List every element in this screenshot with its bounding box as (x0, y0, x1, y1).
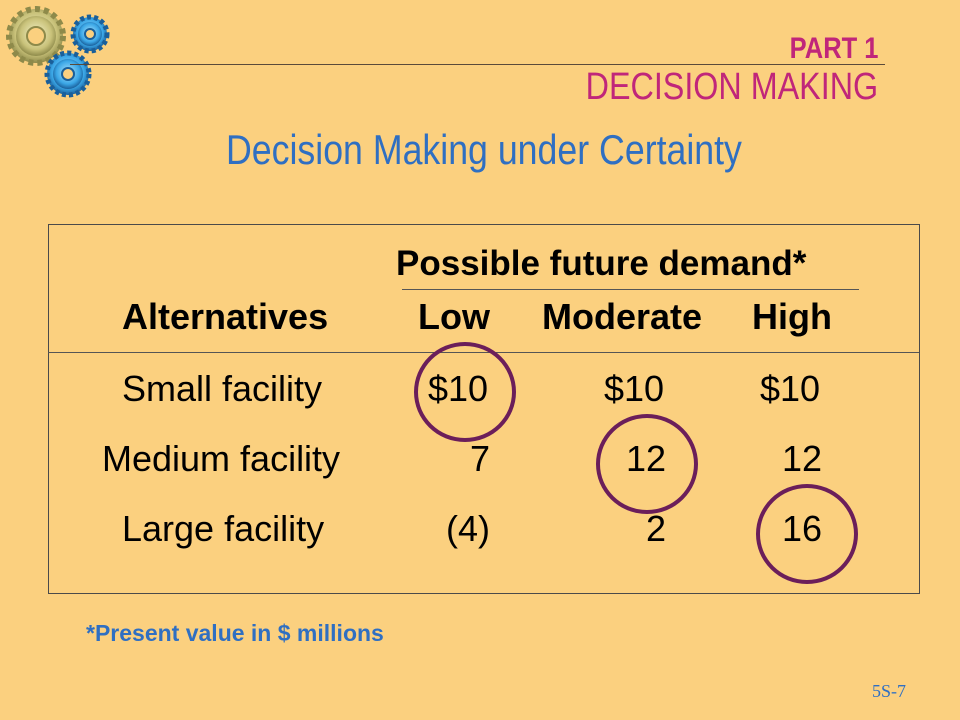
highlight-circle-low (414, 342, 516, 442)
row-label-medium-facility: Medium facility (102, 438, 341, 479)
section-label: DECISION MAKING (585, 66, 878, 108)
cell-medium-high: 12 (782, 438, 823, 479)
row-label-small-facility: Small facility (122, 368, 323, 409)
column-header-alternatives: Alternatives (122, 296, 329, 337)
group-header-underline (402, 289, 859, 290)
gears-icon (6, 6, 110, 98)
slide-number: 5S-7 (872, 681, 907, 701)
cell-large-low: (4) (446, 508, 490, 549)
column-header-high: High (752, 296, 832, 337)
slide-title: Decision Making under Certainty (226, 126, 742, 173)
cell-large-moderate: 2 (646, 508, 667, 549)
column-header-moderate: Moderate (542, 296, 703, 337)
highlight-circle-moderate (596, 414, 698, 514)
cell-medium-low: 7 (470, 438, 491, 479)
row-label-large-facility: Large facility (122, 508, 325, 549)
column-header-low: Low (418, 296, 490, 337)
footnote: *Present value in $ millions (86, 620, 384, 646)
cell-small-high: $10 (760, 368, 821, 409)
part-label: PART 1 (789, 32, 878, 65)
cell-small-moderate: $10 (604, 368, 665, 409)
payoff-table (48, 224, 920, 594)
header-divider (70, 64, 885, 65)
highlight-circle-high (756, 484, 858, 584)
table-group-header: Possible future demand* (396, 244, 807, 283)
